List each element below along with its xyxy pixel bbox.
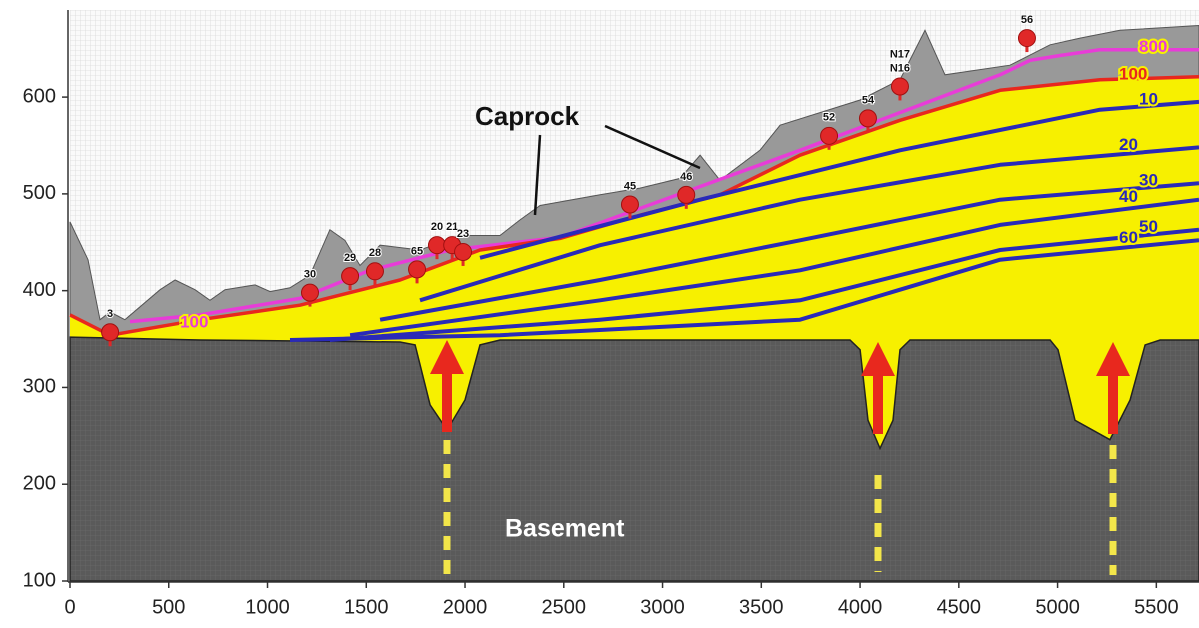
x-tick-label: 2500 xyxy=(542,596,587,618)
y-tick-label: 200 xyxy=(23,473,56,495)
well-marker xyxy=(301,284,318,301)
contour-label: 100 xyxy=(180,313,208,332)
x-tick-label: 5000 xyxy=(1035,596,1080,618)
x-tick-label: 500 xyxy=(152,596,185,618)
well-marker xyxy=(455,243,472,260)
well-marker xyxy=(678,186,695,203)
well-label: 56 xyxy=(1021,14,1033,26)
y-tick-label: 400 xyxy=(23,279,56,301)
x-tick-label: 2000 xyxy=(443,596,488,618)
well-label: 3 xyxy=(107,308,113,320)
x-tick-label: 0 xyxy=(64,596,75,618)
x-tick-label: 5500 xyxy=(1134,596,1179,618)
basement-label: Basement xyxy=(505,515,625,543)
contour-label: 20 xyxy=(1119,135,1138,154)
well-marker xyxy=(1018,30,1035,47)
basement xyxy=(70,337,1199,581)
well-label: 46 xyxy=(680,171,692,183)
y-tick-label: 100 xyxy=(23,569,56,591)
well-marker xyxy=(859,110,876,127)
x-tick-label: 3500 xyxy=(739,596,784,618)
contour-label: 10 xyxy=(1139,89,1158,108)
well-label: 23 xyxy=(457,228,469,240)
x-tick-label: 1000 xyxy=(245,596,290,618)
well-label: 65 xyxy=(411,245,423,257)
contour-label: 40 xyxy=(1119,187,1138,206)
well-label: N16 xyxy=(890,62,910,74)
x-tick-label: 3000 xyxy=(640,596,685,618)
contour-label: 30 xyxy=(1139,171,1158,190)
contour-label: 50 xyxy=(1139,217,1158,236)
well-marker xyxy=(821,127,838,144)
y-tick-label: 300 xyxy=(23,376,56,398)
y-tick-label: 600 xyxy=(23,85,56,107)
well-marker xyxy=(102,324,119,341)
contour-label: 60 xyxy=(1119,228,1138,247)
well-marker xyxy=(891,78,908,95)
well-label: 52 xyxy=(823,112,835,124)
chart: 8001001001020304050603302928652021234546… xyxy=(0,0,1199,628)
well-label: 54 xyxy=(862,94,875,106)
well-label: N17 xyxy=(890,48,910,60)
well-marker xyxy=(621,196,638,213)
well-label: 28 xyxy=(369,247,381,259)
well-marker xyxy=(366,263,383,280)
well-marker xyxy=(342,268,359,285)
well-marker xyxy=(428,237,445,254)
well-label: 20 xyxy=(431,221,443,233)
y-tick-label: 500 xyxy=(23,182,56,204)
caprock-label: Caprock xyxy=(475,101,580,131)
contour-label: 100 xyxy=(1119,64,1147,83)
x-tick-label: 4000 xyxy=(838,596,883,618)
well-label: 45 xyxy=(624,180,636,192)
well-label: 29 xyxy=(344,252,356,264)
well-marker xyxy=(409,261,426,278)
contour-label: 800 xyxy=(1139,37,1167,56)
well-label: 30 xyxy=(304,269,316,281)
x-tick-label: 1500 xyxy=(344,596,389,618)
x-tick-label: 4500 xyxy=(937,596,982,618)
